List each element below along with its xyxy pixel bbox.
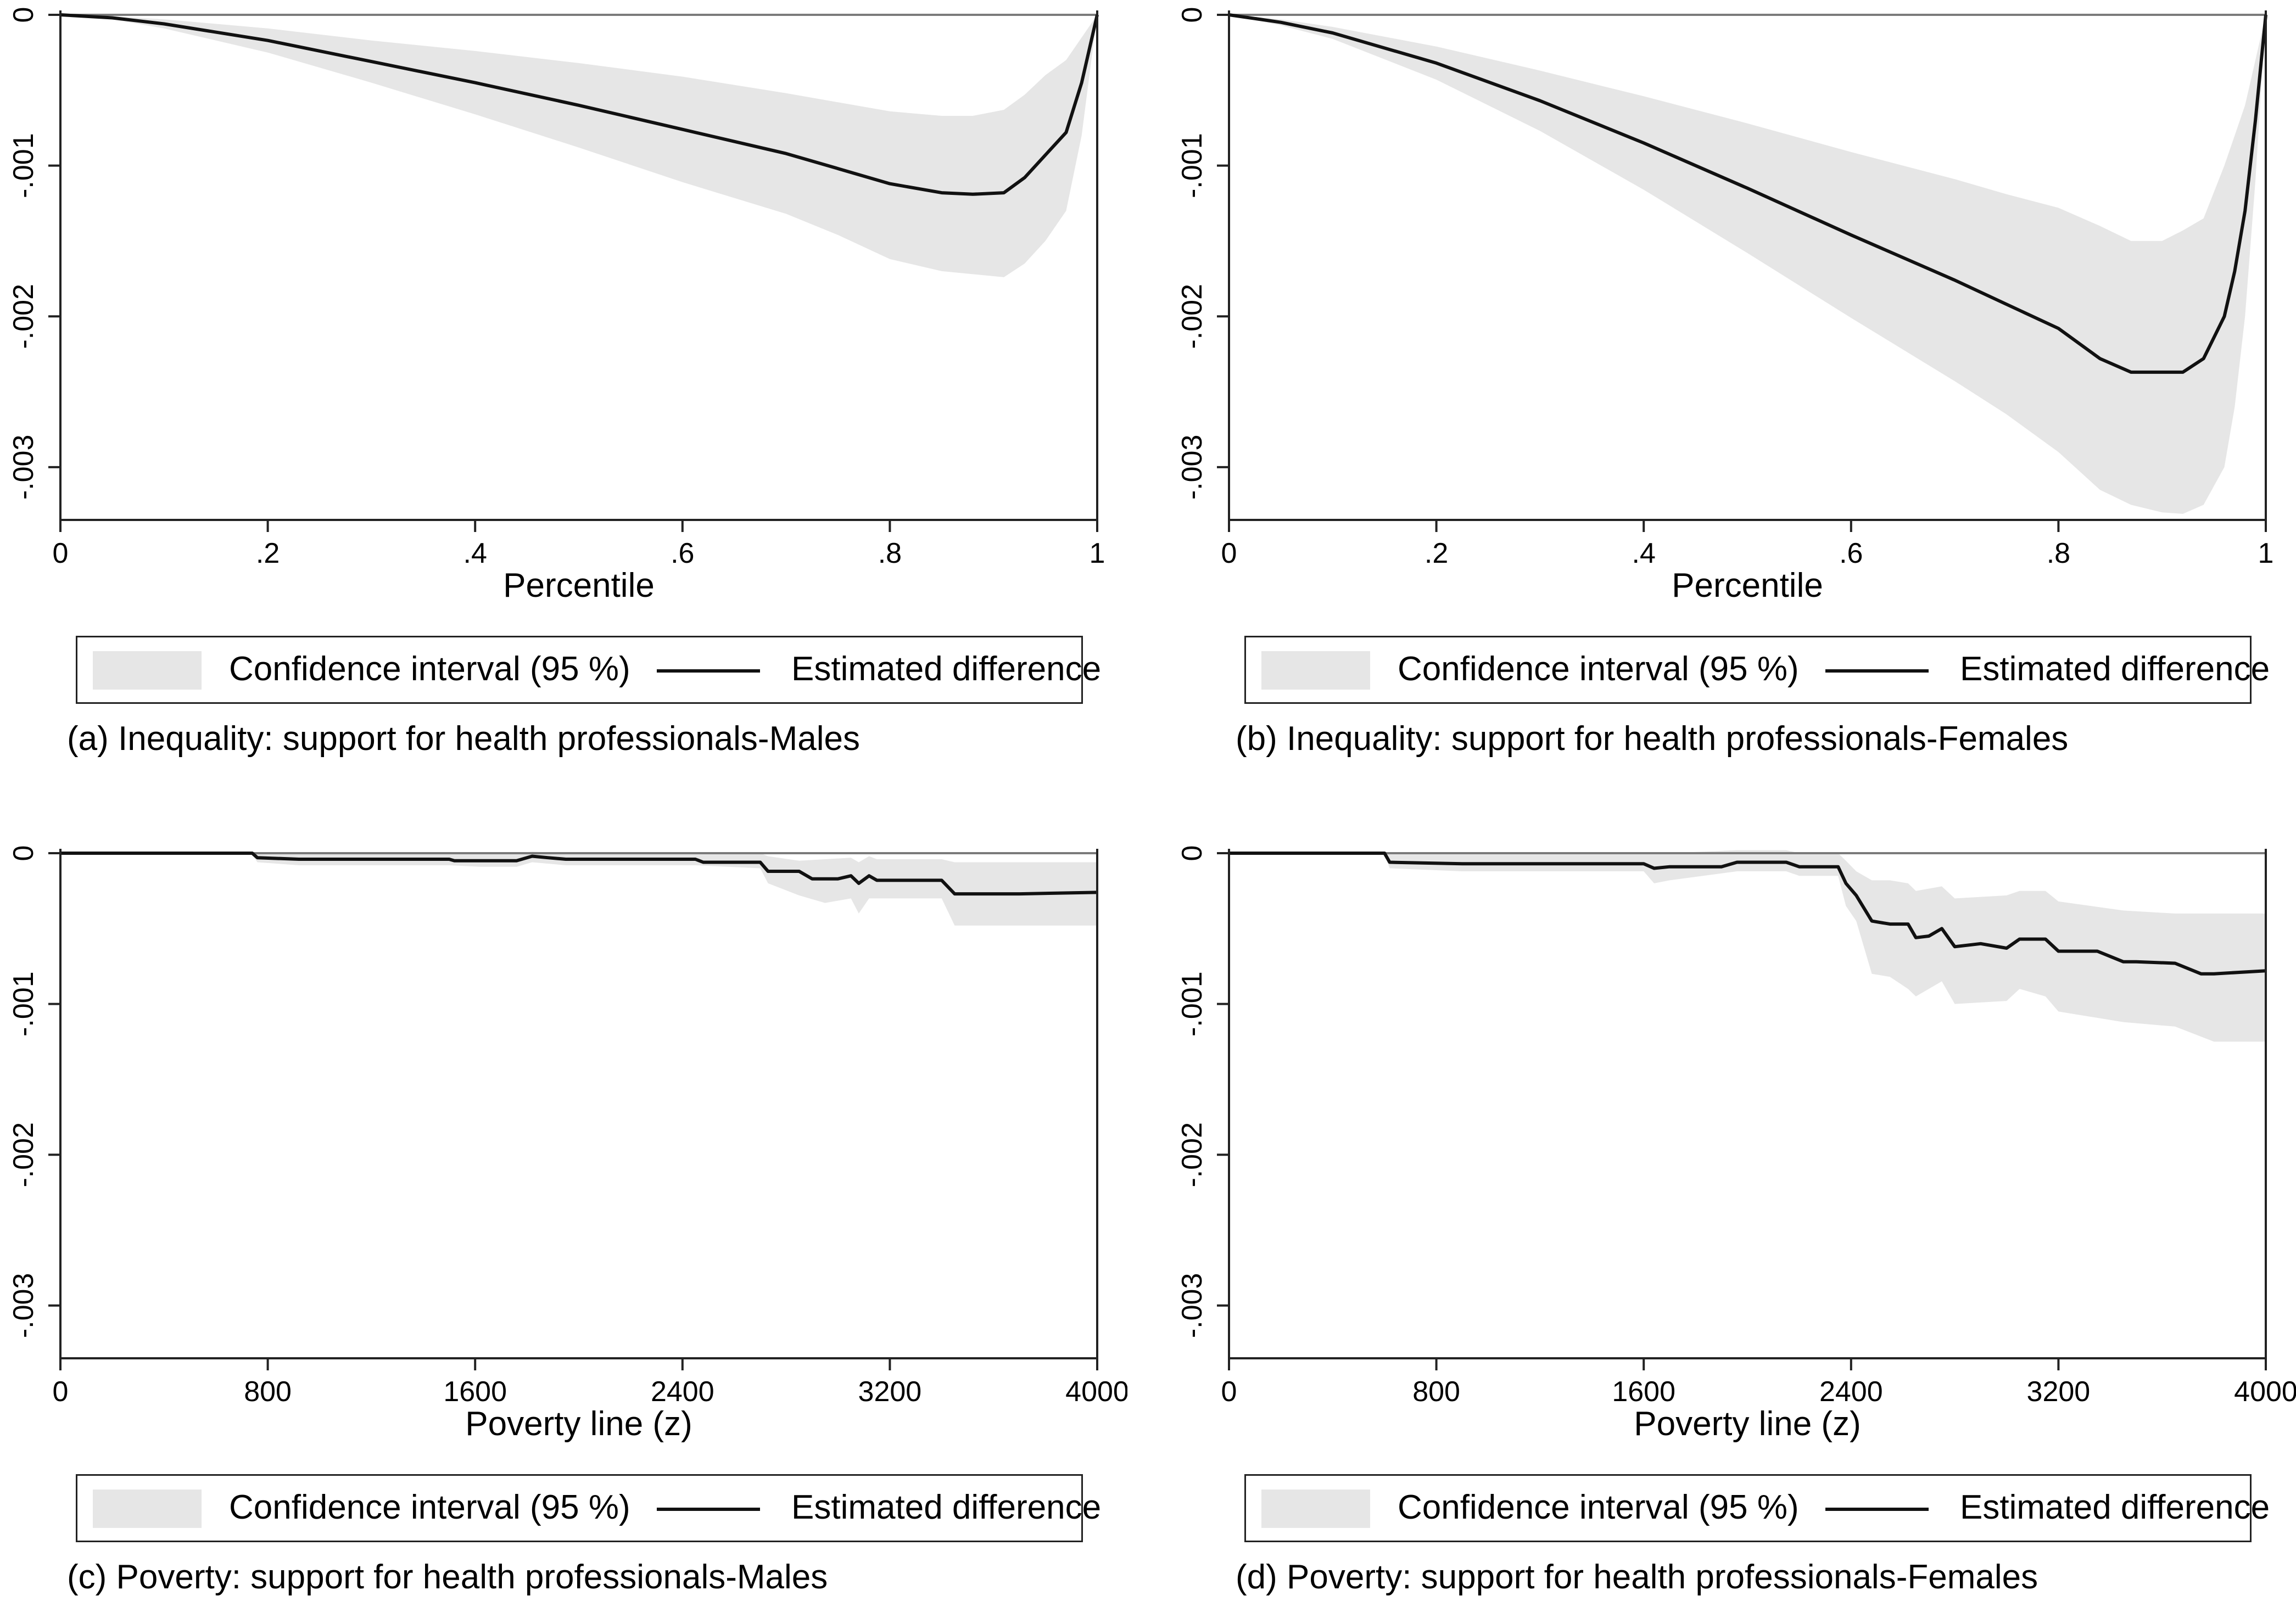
legend: Confidence interval (95 %) Estimated diff…: [76, 636, 1101, 704]
x-tick-label: 4000: [1065, 1376, 1127, 1408]
x-axis-title: Poverty line (z): [465, 1405, 692, 1443]
panel-caption: (b) Inequality: support for health profe…: [1236, 720, 2069, 758]
x-axis-title: Percentile: [503, 567, 655, 604]
y-tick-label: 0: [1176, 846, 1208, 861]
y-tick-label: -.001: [1176, 133, 1208, 198]
y-tick-label: -.003: [1176, 1273, 1208, 1339]
x-axis-title: Poverty line (z): [1634, 1405, 1861, 1443]
chart-svg: 0 -.001 -.002 -.003 0 800 1600 2400 3200 4000 Pove…: [1176, 846, 2296, 1443]
x-tick-label: 3200: [2027, 1376, 2091, 1408]
x-tick-label: 800: [1412, 1376, 1460, 1408]
chart-panel-1: 0 -.001 -.002 -.003 0 .2 .4 .6 .8 1 Percentile Conf…: [0, 0, 1127, 769]
chart-panel-3: 0 -.001 -.002 -.003 0 800 1600 2400 3200 4000 Pove…: [0, 838, 1127, 1607]
legend-line-label: Estimated difference: [1960, 1488, 2270, 1526]
x-tick-label: .2: [256, 537, 280, 569]
x-tick-label: 1: [1090, 537, 1105, 569]
x-tick-label: 0: [53, 1376, 69, 1408]
y-tick-label: -.002: [1176, 1122, 1208, 1188]
x-tick-label: 2400: [1819, 1376, 1883, 1408]
x-tick-label: 0: [1221, 1376, 1237, 1408]
chart-svg: 0 -.001 -.002 -.003 0 800 1600 2400 3200 4000 Pove…: [8, 846, 1127, 1443]
panel-caption: (d) Poverty: support for health professi…: [1236, 1558, 2038, 1596]
x-tick-label: 2400: [651, 1376, 714, 1408]
legend-line-swatch: [1825, 1508, 1929, 1511]
confidence-band: [60, 852, 1097, 926]
legend-line-label: Estimated difference: [1960, 650, 2270, 688]
x-tick-label: .6: [1839, 537, 1863, 569]
y-tick-label: -.003: [8, 435, 40, 500]
chart-panel-4: 0 -.001 -.002 -.003 0 800 1600 2400 3200 4000 Pove…: [1169, 838, 2296, 1607]
legend: Confidence interval (95 %) Estimated diff…: [1244, 636, 2270, 704]
legend-ci-label: Confidence interval (95 %): [229, 650, 630, 688]
legend: Confidence interval (95 %) Estimated diff…: [1244, 1474, 2270, 1542]
y-tick-label: -.001: [8, 971, 40, 1037]
legend-line-swatch: [1825, 669, 1929, 673]
x-tick-label: 4000: [2234, 1376, 2296, 1408]
chart-svg: 0 -.001 -.002 -.003 0 .2 .4 .6 .8 1 Percentile: [1176, 7, 2274, 604]
legend: Confidence interval (95 %) Estimated diff…: [76, 1474, 1101, 1542]
x-tick-label: 1600: [1612, 1376, 1675, 1408]
x-tick-label: .2: [1424, 537, 1448, 569]
legend-ci-label: Confidence interval (95 %): [1398, 1488, 1799, 1526]
y-tick-label: -.002: [8, 1122, 40, 1188]
legend-line-label: Estimated difference: [791, 1488, 1102, 1526]
y-tick-label: 0: [1176, 7, 1208, 23]
confidence-band: [60, 15, 1097, 277]
y-tick-label: -.002: [1176, 284, 1208, 349]
x-tick-label: 3200: [858, 1376, 922, 1408]
x-tick-label: .8: [878, 537, 902, 569]
x-tick-label: 0: [53, 537, 69, 569]
legend-band-swatch: [1261, 651, 1370, 690]
legend-band-swatch: [1261, 1490, 1370, 1528]
chart-svg: 0 -.001 -.002 -.003 0 .2 .4 .6 .8 1 Percentile: [8, 7, 1105, 604]
chart-panel-2: 0 -.001 -.002 -.003 0 .2 .4 .6 .8 1 Percentile Conf…: [1169, 0, 2296, 769]
legend-line-swatch: [657, 669, 760, 673]
x-tick-label: .6: [671, 537, 694, 569]
x-tick-label: 0: [1221, 537, 1237, 569]
x-tick-label: 800: [244, 1376, 292, 1408]
x-tick-label: 1600: [443, 1376, 507, 1408]
estimated-difference-line: [1228, 13, 2267, 374]
confidence-band: [1229, 15, 2266, 514]
legend-line-swatch: [657, 1508, 760, 1511]
estimated-difference-line: [60, 13, 1099, 196]
y-tick-label: -.002: [8, 284, 40, 349]
confidence-band: [1229, 850, 2266, 1042]
legend-band-swatch: [93, 651, 202, 690]
x-tick-label: .4: [463, 537, 487, 569]
panel-caption: (c) Poverty: support for health professi…: [67, 1558, 828, 1596]
x-tick-label: 1: [2258, 537, 2274, 569]
legend-line-label: Estimated difference: [791, 650, 1102, 688]
y-tick-label: -.001: [1176, 971, 1208, 1037]
x-axis-title: Percentile: [1672, 567, 1823, 604]
estimated-difference-line: [60, 852, 1098, 896]
y-tick-label: -.003: [1176, 435, 1208, 500]
panel-caption: (a) Inequality: support for health profe…: [67, 720, 860, 758]
x-tick-label: .4: [1632, 537, 1656, 569]
estimated-difference-line: [1229, 852, 2266, 976]
y-tick-label: 0: [8, 846, 40, 861]
x-tick-label: .8: [2047, 537, 2070, 569]
legend-ci-label: Confidence interval (95 %): [1398, 650, 1799, 688]
legend-band-swatch: [93, 1490, 202, 1528]
y-tick-label: -.001: [8, 133, 40, 198]
y-tick-label: -.003: [8, 1273, 40, 1339]
y-tick-label: 0: [8, 7, 40, 23]
legend-ci-label: Confidence interval (95 %): [229, 1488, 630, 1526]
